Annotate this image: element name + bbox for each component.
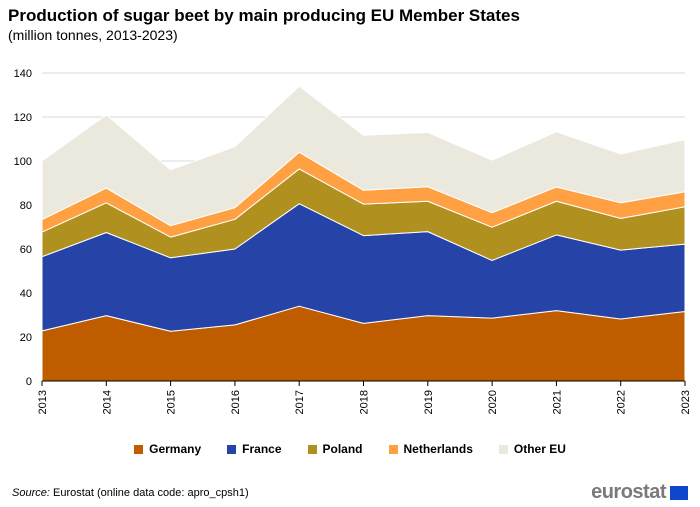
x-tick-label-2013: 2013 [37, 390, 49, 414]
x-tick-label-2019: 2019 [423, 390, 435, 414]
legend-swatch-netherlands [388, 444, 398, 454]
y-tick-label-80: 80 [20, 200, 32, 212]
legend-label-other-eu: Other EU [513, 442, 566, 456]
legend-swatch-germany [134, 444, 144, 454]
source-note: Source: Eurostat (online data code: apro… [12, 487, 249, 499]
x-tick-label-2020: 2020 [487, 390, 499, 414]
x-tick-label-2015: 2015 [166, 390, 178, 414]
chart-title: Production of sugar beet by main produci… [8, 6, 520, 25]
x-tick-label-2023: 2023 [680, 390, 692, 414]
legend-swatch-other-eu [498, 444, 508, 454]
x-tick-label-2018: 2018 [359, 390, 371, 414]
legend-item-other-eu[interactable]: Other EU [498, 442, 566, 456]
legend-item-france[interactable]: France [227, 442, 282, 456]
legend-item-germany[interactable]: Germany [134, 442, 201, 456]
x-tick-label-2014: 2014 [101, 390, 113, 414]
legend-swatch-poland [307, 444, 317, 454]
y-tick-label-100: 100 [14, 156, 32, 168]
legend-swatch-france [227, 444, 237, 454]
x-tick-label-2022: 2022 [616, 390, 628, 414]
x-tick-label-2016: 2016 [230, 390, 242, 414]
source-text: Eurostat (online data code: apro_cpsh1) [52, 487, 249, 499]
area-other-eu[interactable] [41, 85, 686, 227]
legend-label-france: France [242, 442, 282, 456]
areas [41, 85, 686, 382]
legend-label-poland: Poland [322, 442, 363, 456]
legend-item-poland[interactable]: Poland [307, 442, 363, 456]
y-tick-label-40: 40 [20, 288, 32, 300]
axes: 0 20 40 60 80 100 120 140 2013 2014 2015 2016 2017 20… [14, 68, 692, 414]
logo-text: eurostat [591, 481, 666, 503]
chart-subtitle: (million tonnes, 2013-2023) [8, 27, 178, 43]
y-tick-label-60: 60 [20, 244, 32, 256]
legend-item-netherlands[interactable]: Netherlands [388, 442, 473, 456]
y-tick-label-140: 140 [14, 68, 32, 80]
y-tick-label-120: 120 [14, 112, 32, 124]
eurostat-logo: eurostat [591, 481, 688, 504]
x-tick-label-2021: 2021 [551, 390, 563, 414]
x-tick-label-2017: 2017 [294, 390, 306, 414]
legend: Germany France Poland Netherlands Other … [0, 442, 700, 456]
legend-label-netherlands: Netherlands [403, 442, 473, 456]
eu-flag-icon [670, 485, 688, 500]
y-tick-label-20: 20 [20, 332, 32, 344]
source-label: Source: [12, 487, 50, 499]
y-tick-label-0: 0 [26, 376, 32, 388]
legend-label-germany: Germany [149, 442, 202, 456]
